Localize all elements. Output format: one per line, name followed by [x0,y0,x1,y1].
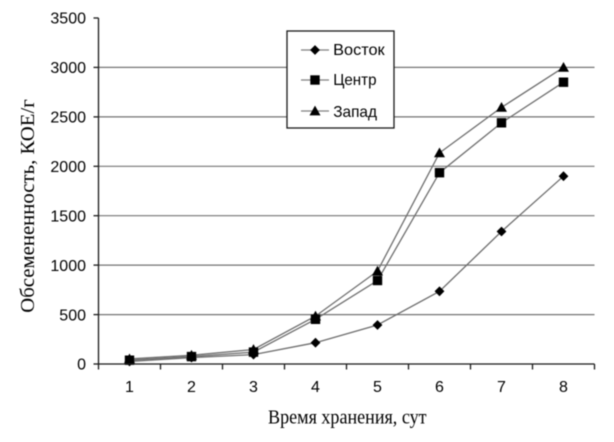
svg-text:2: 2 [187,379,196,396]
svg-text:4: 4 [311,379,320,396]
svg-text:1500: 1500 [50,208,86,225]
svg-text:Запад: Запад [333,104,377,121]
svg-text:5: 5 [373,379,382,396]
svg-text:7: 7 [497,379,506,396]
svg-text:0: 0 [77,357,86,374]
svg-text:Центр: Центр [333,72,376,89]
svg-text:3000: 3000 [50,60,86,77]
svg-text:3500: 3500 [50,11,86,28]
svg-text:2000: 2000 [50,159,86,176]
svg-text:6: 6 [435,379,444,396]
svg-text:Обсемененность, КОЕ/г: Обсемененность, КОЕ/г [17,99,39,313]
svg-text:2500: 2500 [50,110,86,127]
svg-text:8: 8 [559,379,568,396]
svg-text:3: 3 [249,379,258,396]
svg-text:500: 500 [59,307,86,324]
svg-text:Время хранения, сут: Время хранения, сут [268,407,427,429]
svg-text:Восток: Восток [333,42,386,59]
svg-text:1: 1 [125,379,134,396]
svg-text:1000: 1000 [50,258,86,275]
